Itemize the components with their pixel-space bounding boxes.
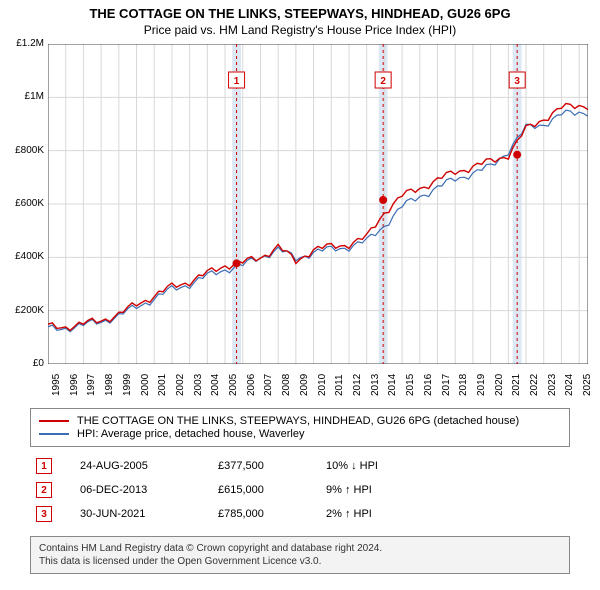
marker-table: 1 24-AUG-2005 £377,500 10% ↓ HPI 2 06-DE… [30,454,570,526]
x-tick-label: 1999 [122,374,133,396]
marker-diff: 9% ↑ HPI [326,484,426,496]
marker-price: £785,000 [218,508,298,520]
legend-label-cottage: THE COTTAGE ON THE LINKS, STEEPWAYS, HIN… [77,415,519,427]
x-tick-label: 2010 [317,374,328,396]
marker-date: 24-AUG-2005 [80,460,190,472]
marker-badge-2: 2 [36,482,52,498]
x-tick-label: 2012 [352,374,363,396]
x-tick-label: 2014 [387,374,398,396]
x-tick-label: 2000 [140,374,151,396]
x-tick-label: 2019 [476,374,487,396]
marker-badge-1: 1 [36,458,52,474]
chart-title: THE COTTAGE ON THE LINKS, STEEPWAYS, HIN… [10,6,590,21]
x-tick-label: 1997 [86,374,97,396]
table-row: 2 06-DEC-2013 £615,000 9% ↑ HPI [30,478,570,502]
x-tick-label: 2020 [494,374,505,396]
x-tick-label: 2005 [228,374,239,396]
x-axis-ticks: 1995 1996 1997 1998 1999 2000 2001 2002 2003 2004… [48,368,588,408]
x-tick-label: 2023 [547,374,558,396]
footer-attribution: Contains HM Land Registry data © Crown c… [30,536,570,574]
x-tick-label: 2008 [281,374,292,396]
x-tick-label: 2002 [175,374,186,396]
legend: THE COTTAGE ON THE LINKS, STEEPWAYS, HIN… [30,408,570,447]
y-tick-label: £600K [4,198,44,209]
x-tick-label: 1998 [104,374,115,396]
x-tick-label: 2001 [157,374,168,396]
x-tick-label: 2025 [582,374,593,396]
legend-row: THE COTTAGE ON THE LINKS, STEEPWAYS, HIN… [39,415,561,427]
x-tick-label: 2022 [529,374,540,396]
marker-badge-3: 3 [36,506,52,522]
x-tick-label: 2011 [334,374,345,396]
x-tick-label: 2015 [405,374,416,396]
legend-swatch-hpi [39,433,69,435]
x-tick-label: 2024 [564,374,575,396]
legend-label-hpi: HPI: Average price, detached house, Wave… [77,428,304,440]
footer-line1: Contains HM Land Registry data © Crown c… [39,542,561,555]
y-tick-label: £1M [4,91,44,102]
chart-container: THE COTTAGE ON THE LINKS, STEEPWAYS, HIN… [0,0,600,590]
table-row: 1 24-AUG-2005 £377,500 10% ↓ HPI [30,454,570,478]
x-tick-label: 2003 [193,374,204,396]
y-tick-label: £0 [4,358,44,369]
marker-price: £615,000 [218,484,298,496]
x-tick-label: 2021 [511,374,522,396]
x-tick-label: 2009 [299,374,310,396]
footer-line2: This data is licensed under the Open Gov… [39,555,561,568]
y-tick-label: £1.2M [4,38,44,49]
chart-svg: 1 2 3 [48,44,588,364]
svg-text:3: 3 [514,76,520,87]
x-tick-label: 2016 [423,374,434,396]
legend-row: HPI: Average price, detached house, Wave… [39,428,561,440]
legend-swatch-cottage [39,420,69,422]
marker-date: 06-DEC-2013 [80,484,190,496]
x-tick-label: 2006 [246,374,257,396]
y-tick-label: £400K [4,251,44,262]
x-tick-label: 2017 [441,374,452,396]
marker-diff: 10% ↓ HPI [326,460,426,472]
x-tick-label: 1995 [51,374,62,396]
x-tick-label: 2018 [458,374,469,396]
x-tick-label: 2007 [263,374,274,396]
svg-text:2: 2 [380,76,386,87]
svg-text:1: 1 [234,76,240,87]
y-tick-label: £800K [4,145,44,156]
marker-date: 30-JUN-2021 [80,508,190,520]
marker-price: £377,500 [218,460,298,472]
x-tick-label: 2004 [210,374,221,396]
chart-plot-area: 1 2 3 [48,44,588,364]
marker-diff: 2% ↑ HPI [326,508,426,520]
table-row: 3 30-JUN-2021 £785,000 2% ↑ HPI [30,502,570,526]
chart-title-block: THE COTTAGE ON THE LINKS, STEEPWAYS, HIN… [0,0,600,41]
y-tick-label: £200K [4,305,44,316]
x-tick-label: 2013 [370,374,381,396]
chart-subtitle: Price paid vs. HM Land Registry's House … [10,23,590,37]
x-tick-label: 1996 [69,374,80,396]
